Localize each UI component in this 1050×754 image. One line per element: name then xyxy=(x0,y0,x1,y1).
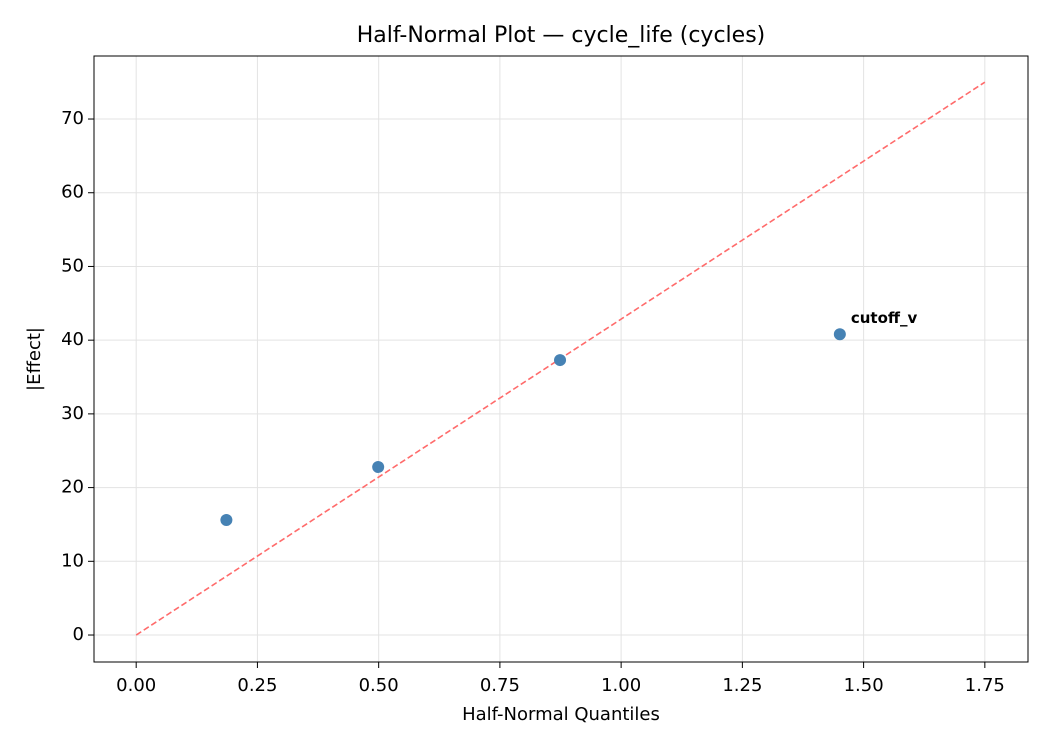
y-tick-label: 10 xyxy=(61,550,84,571)
y-tick-label: 30 xyxy=(61,403,84,424)
x-tick-label: 1.75 xyxy=(965,675,1005,696)
x-tick-label: 0.25 xyxy=(237,675,277,696)
x-tick-label: 1.50 xyxy=(844,675,884,696)
y-tick-label: 50 xyxy=(61,255,84,276)
y-axis-label: |Effect| xyxy=(24,327,45,391)
y-tick-label: 70 xyxy=(61,108,84,129)
y-tick-label: 0 xyxy=(73,624,84,645)
y-tick-label: 40 xyxy=(61,329,84,350)
x-tick-label: 0.00 xyxy=(116,675,156,696)
data-point xyxy=(833,328,846,341)
data-point xyxy=(554,354,567,367)
y-tick-label: 60 xyxy=(61,182,84,203)
y-tick-label: 20 xyxy=(61,477,84,498)
x-tick-label: 1.00 xyxy=(601,675,641,696)
x-axis-label: Half-Normal Quantiles xyxy=(462,704,660,725)
x-tick-label: 0.75 xyxy=(480,675,520,696)
x-tick-label: 1.25 xyxy=(722,675,762,696)
data-point xyxy=(372,460,385,473)
plot-frame xyxy=(93,55,1029,663)
point-label: cutoff_v xyxy=(851,309,918,327)
data-point xyxy=(220,514,233,527)
chart-title: Half-Normal Plot — cycle_life (cycles) xyxy=(357,23,766,48)
x-tick-label: 0.50 xyxy=(359,675,399,696)
